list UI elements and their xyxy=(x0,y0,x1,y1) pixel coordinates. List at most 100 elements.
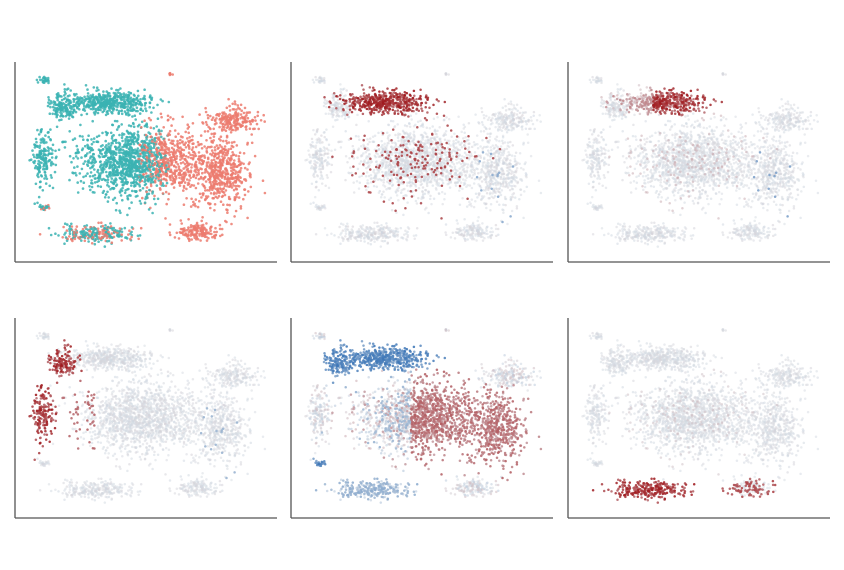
data-point xyxy=(200,196,203,199)
data-point xyxy=(165,202,168,206)
data-point xyxy=(54,156,58,160)
data-point xyxy=(530,119,533,122)
data-point xyxy=(106,175,110,179)
data-point xyxy=(221,187,225,191)
data-point xyxy=(147,192,151,196)
data-point xyxy=(187,143,190,147)
data-point xyxy=(150,111,153,114)
data-point xyxy=(75,144,79,148)
data-point xyxy=(485,114,488,118)
data-point xyxy=(194,224,197,227)
data-point xyxy=(33,143,36,146)
data-point xyxy=(466,148,470,151)
data-point xyxy=(147,116,151,120)
data-point xyxy=(453,132,456,136)
data-point xyxy=(219,150,222,153)
data-point xyxy=(95,140,98,143)
data-point xyxy=(126,181,130,184)
data-point xyxy=(205,235,208,239)
data-point xyxy=(315,78,318,82)
data-point xyxy=(487,235,490,239)
data-point xyxy=(213,203,217,206)
data-point xyxy=(173,181,177,184)
data-point xyxy=(171,117,175,121)
data-point xyxy=(196,229,200,233)
data-point xyxy=(330,149,333,153)
data-point xyxy=(110,232,113,235)
data-point xyxy=(526,133,529,136)
data-point xyxy=(480,106,483,110)
data-point xyxy=(236,192,240,195)
data-point xyxy=(139,202,143,205)
data-point xyxy=(157,136,161,139)
data-point xyxy=(488,135,492,138)
data-point xyxy=(131,155,134,158)
data-point xyxy=(179,150,183,154)
data-point xyxy=(206,116,210,120)
data-point xyxy=(184,155,188,158)
data-point xyxy=(40,206,44,209)
data-point xyxy=(444,129,448,133)
data-point xyxy=(136,154,140,158)
data-point xyxy=(356,148,360,152)
data-point xyxy=(506,144,510,148)
data-point xyxy=(189,176,192,180)
data-point xyxy=(202,184,206,188)
data-point xyxy=(213,118,217,122)
umap-panel-2 xyxy=(290,62,553,263)
data-point xyxy=(90,138,93,141)
data-point xyxy=(108,171,111,174)
data-point xyxy=(447,117,451,121)
data-point xyxy=(473,151,477,154)
data-point xyxy=(82,181,86,184)
data-point xyxy=(138,185,142,188)
data-point xyxy=(436,115,439,119)
data-point xyxy=(148,105,151,109)
data-point xyxy=(89,107,93,111)
data-point xyxy=(137,134,140,137)
data-point xyxy=(491,144,495,147)
data-point xyxy=(130,139,134,142)
data-point xyxy=(108,166,111,170)
data-point xyxy=(82,229,86,233)
data-point xyxy=(51,149,54,152)
data-point xyxy=(457,161,461,164)
data-point xyxy=(29,158,33,161)
data-point xyxy=(121,151,124,155)
data-point xyxy=(95,89,98,92)
data-point xyxy=(185,168,189,172)
data-point xyxy=(472,182,476,185)
data-point xyxy=(509,100,513,103)
data-point xyxy=(359,154,363,158)
data-point xyxy=(71,105,74,109)
data-point xyxy=(228,197,232,201)
data-point xyxy=(171,73,174,76)
data-point xyxy=(185,229,188,232)
data-point xyxy=(69,89,72,92)
data-point xyxy=(128,170,132,174)
data-point xyxy=(41,189,45,192)
data-point xyxy=(169,156,172,160)
data-point xyxy=(499,145,503,148)
data-point xyxy=(404,229,407,232)
data-point xyxy=(47,96,50,99)
data-point xyxy=(120,172,123,175)
data-point xyxy=(87,147,91,150)
data-point xyxy=(479,130,483,133)
data-point xyxy=(209,152,212,156)
data-point xyxy=(78,134,82,138)
data-point xyxy=(149,184,153,188)
data-point xyxy=(86,95,89,98)
data-point xyxy=(175,231,179,235)
data-point xyxy=(84,226,87,229)
data-point xyxy=(182,203,186,206)
data-point xyxy=(195,173,199,177)
data-point xyxy=(481,123,485,126)
data-point xyxy=(215,152,219,156)
data-point xyxy=(129,167,133,171)
data-point xyxy=(126,102,130,106)
data-point xyxy=(115,201,118,205)
data-point xyxy=(136,138,139,142)
data-point xyxy=(65,239,69,242)
data-point xyxy=(323,149,326,153)
